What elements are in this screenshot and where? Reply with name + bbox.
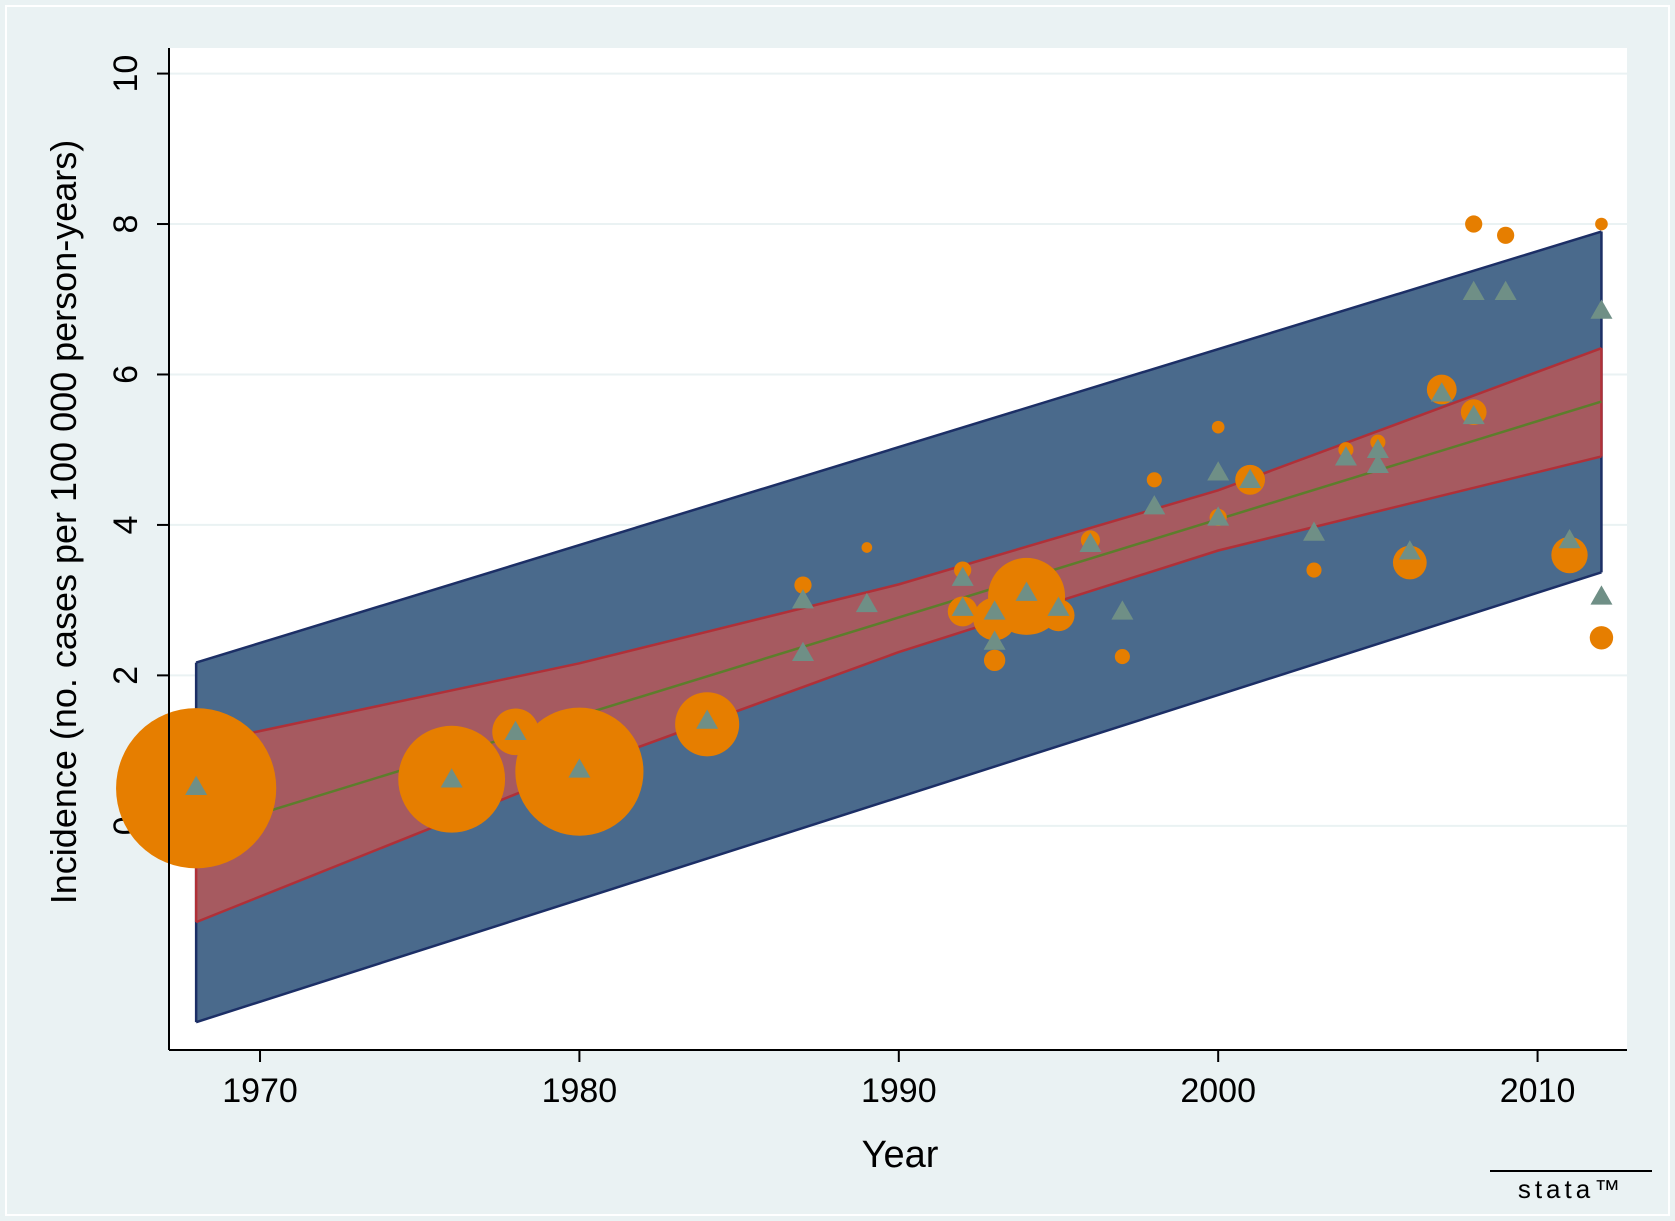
fitted-point [1494,280,1517,300]
observed-point [1497,226,1515,244]
fitted-point [1590,585,1613,605]
fitted-point [1079,532,1102,552]
fitted-point [1303,521,1326,541]
prediction-band-edge [195,230,1602,664]
x-axis-title: Year [862,1134,939,1176]
observed-point [1465,215,1483,233]
x-tick-label: 1990 [861,1072,937,1110]
x-tick-label: 1970 [222,1072,298,1110]
prediction-band-edge [195,571,1602,1024]
logo: stata™ [1518,1174,1624,1204]
fitted-point [983,600,1006,620]
fitted-point [1015,581,1038,601]
fitted-point [1207,461,1230,481]
fitted-point [1143,495,1166,515]
fitted-point [1558,528,1581,549]
fitted-point [855,592,878,613]
fitted-point [791,589,814,609]
fitted-point [951,566,974,586]
observed-point [1306,562,1322,578]
fitted-point [1462,404,1485,425]
fitted-point [1398,540,1421,560]
fitted-point [1207,506,1230,526]
y-tick-label: 10 [107,55,145,93]
fitted-point [1334,446,1357,466]
x-tick-label: 2010 [1500,1072,1576,1110]
observed-point [1114,649,1130,665]
observed-point [861,542,873,553]
y-tick-label: 4 [107,515,145,534]
y-tick-label: 6 [107,365,145,384]
fitted-point [1239,468,1262,489]
observed-point [1392,545,1427,580]
fitted-point [951,596,974,616]
fitted-point [185,775,208,795]
observed-point [1589,626,1614,650]
fitted-point [791,641,814,662]
fitted-point [1366,453,1389,473]
fitted-point [1111,600,1134,620]
x-tick-label: 2000 [1180,1072,1256,1110]
y-tick-label: 2 [107,666,145,685]
fitted-point [1366,438,1389,458]
observed-point [1595,217,1608,231]
y-tick-label: 8 [107,215,145,234]
fitted-point [696,709,719,729]
fitted-point [440,768,463,788]
observed-point [983,649,1006,672]
fitted-point [504,720,527,741]
x-tick-label: 1980 [542,1072,618,1110]
fitted-point [983,630,1006,650]
fitted-point [1590,299,1613,319]
fitted-point [1047,596,1070,616]
observed-point [794,576,812,594]
fitted-point [1430,382,1453,402]
observed-point [1146,472,1162,488]
y-axis-title: Incidence (no. cases per 100 000 person-… [43,140,84,904]
observed-point [1211,420,1225,434]
outer-frame [5,5,1670,1216]
fitted-point [1462,280,1485,300]
fitted-point [568,758,591,778]
